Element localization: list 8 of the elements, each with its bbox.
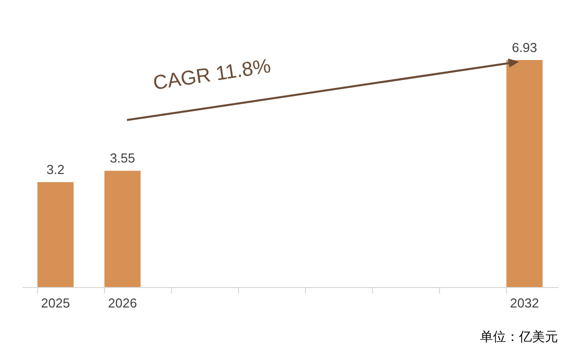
data-label: 6.93 <box>512 40 538 55</box>
x-tick-label: 2032 <box>510 296 539 310</box>
data-label: 3.2 <box>46 162 65 178</box>
data-label: 3.55 <box>110 150 136 166</box>
text: 单位：亿美元 <box>480 329 558 344</box>
x-tick-label: 2026 <box>108 296 137 310</box>
annotation: CAGR 11.8% <box>152 55 272 95</box>
x-tick-label: 2025 <box>41 296 70 310</box>
